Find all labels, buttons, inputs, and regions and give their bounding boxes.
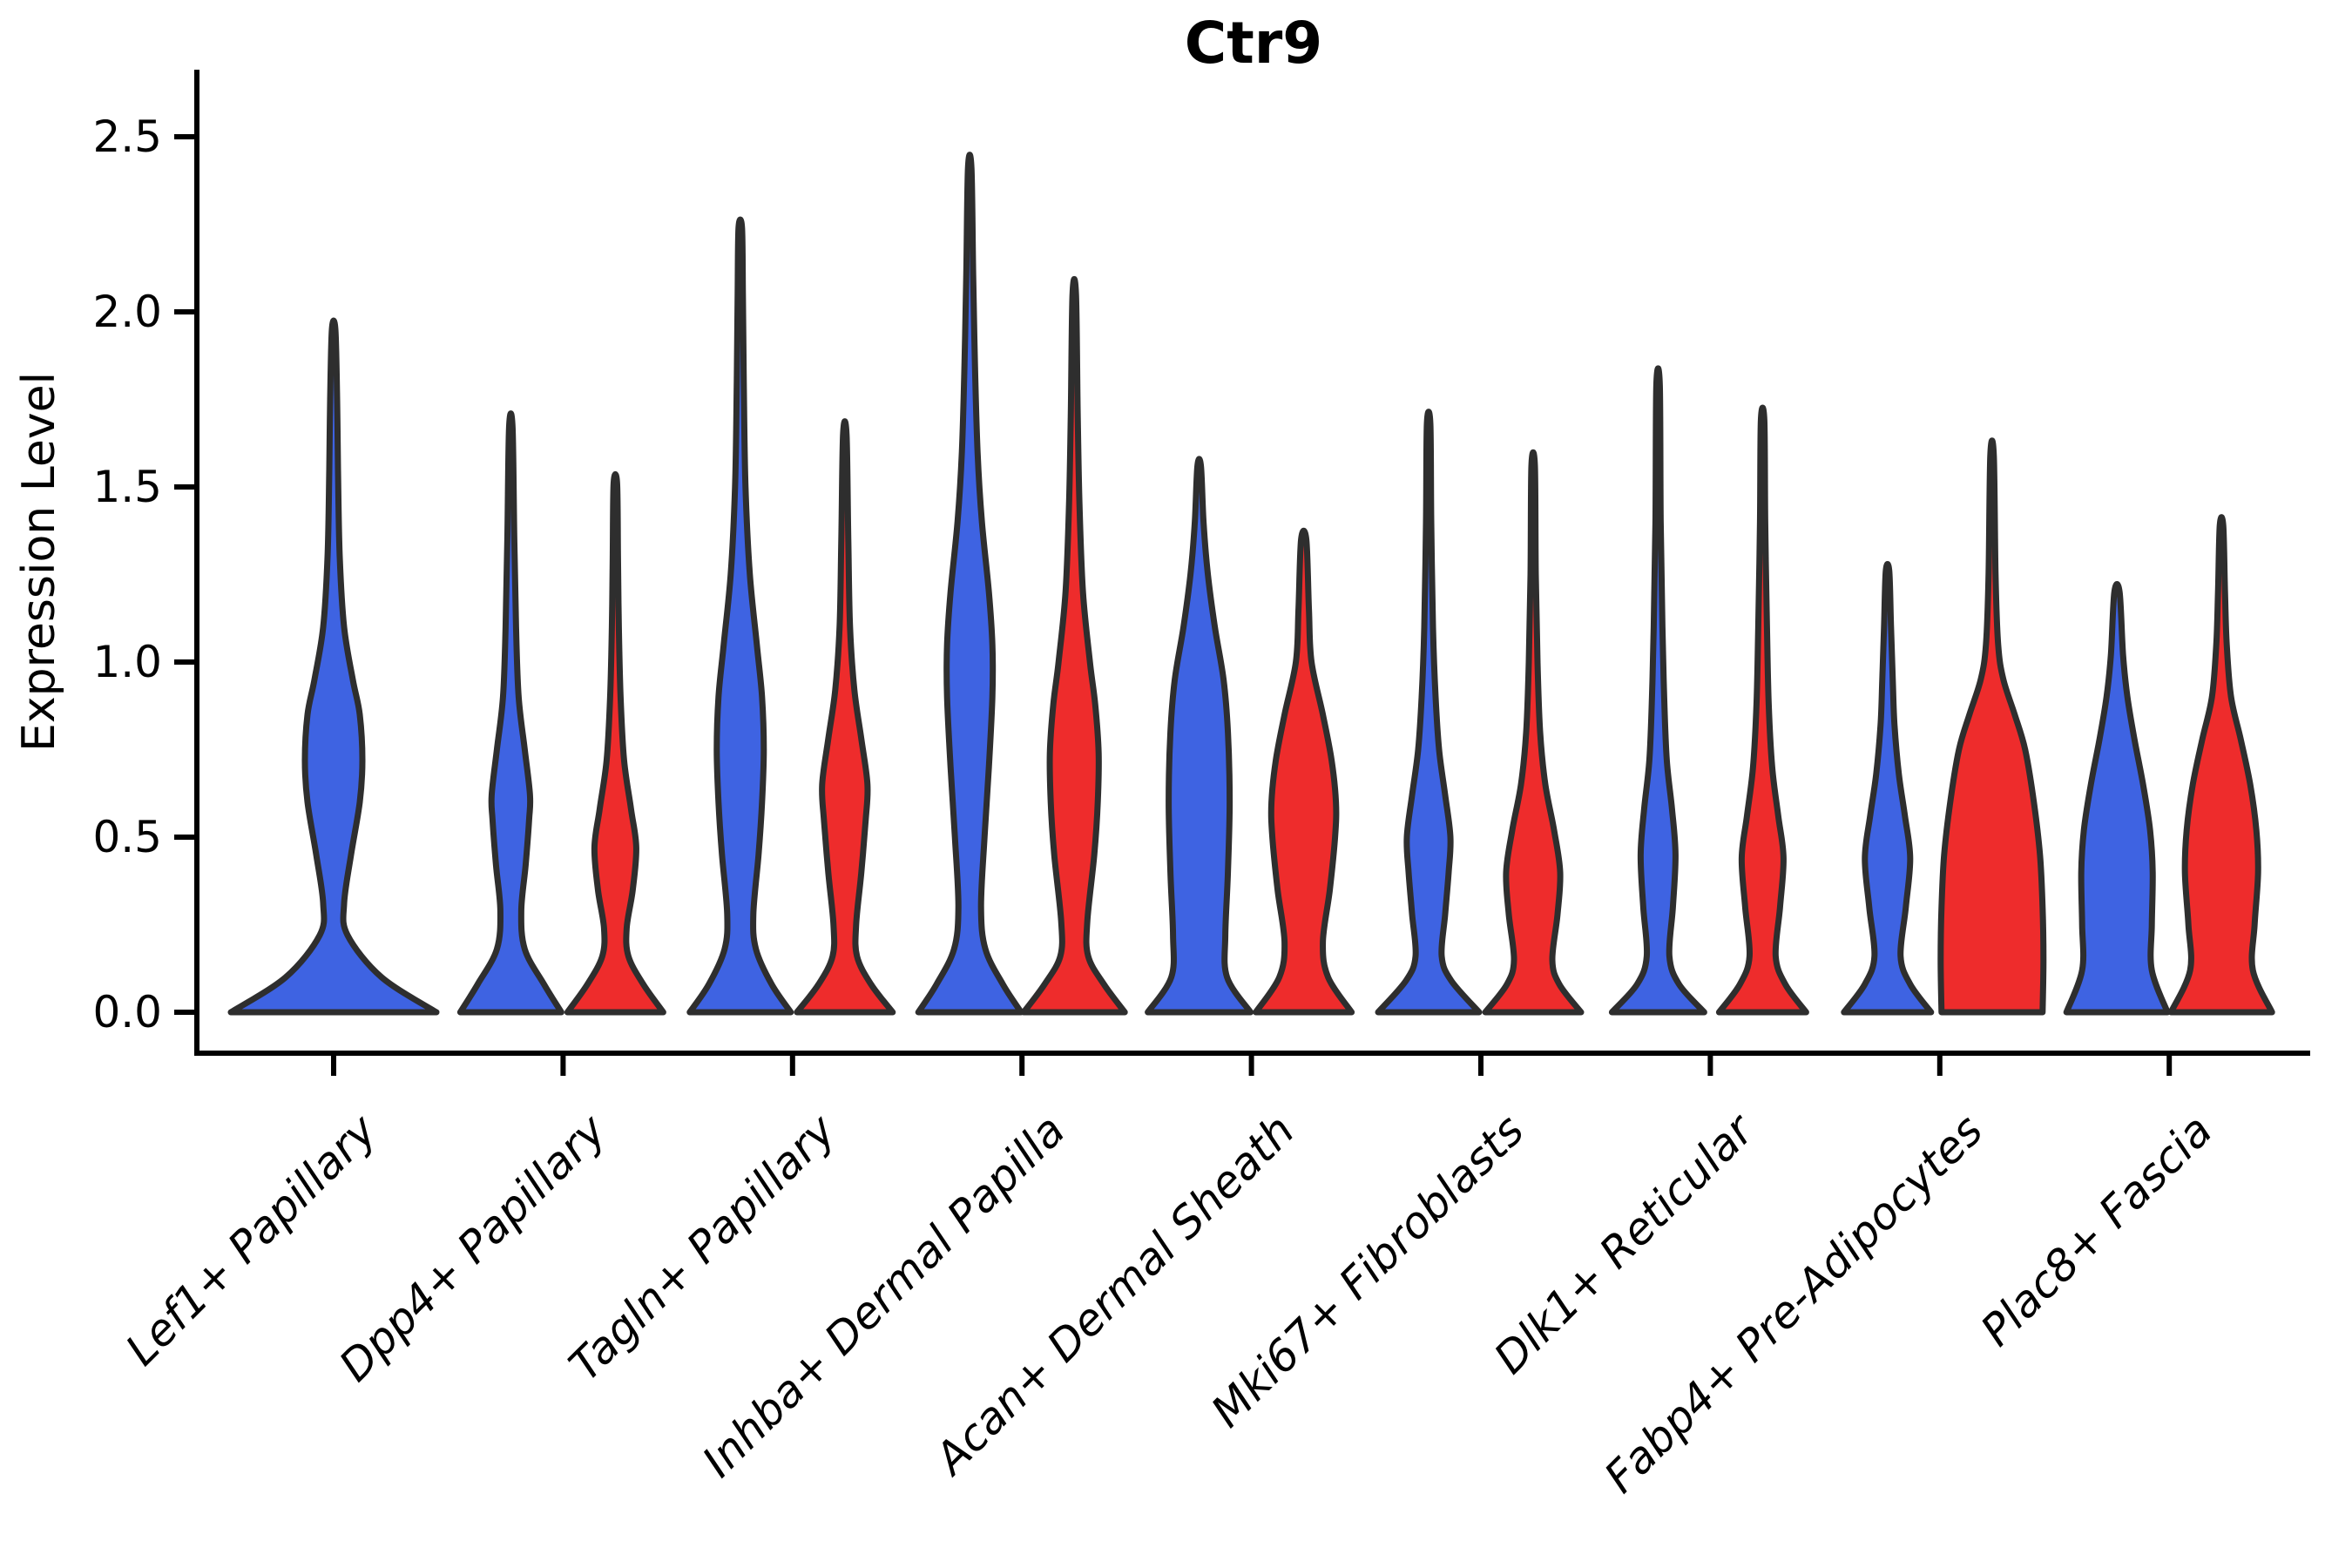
y-tick-label: 0.0: [92, 987, 162, 1037]
x-tick-label: Acan+ Dermal Sheath: [923, 1105, 1304, 1485]
y-axis-label: Expression Level: [13, 372, 65, 752]
violin-14-red: [1937, 437, 2047, 1016]
violin-4-red: [794, 418, 896, 1016]
violin-6-red: [1020, 275, 1128, 1016]
violin-13-blue: [1841, 560, 1935, 1016]
violin-11-blue: [1608, 365, 1707, 1016]
violin-15-blue: [2063, 581, 2171, 1016]
x-tick-label: Plac8+ Fascia: [1971, 1105, 2222, 1355]
violin-0-blue: [227, 317, 440, 1016]
chart-title: Ctr9: [1185, 10, 1322, 77]
x-tick-label: Fabp4+ Pre-Adipocytes: [1595, 1105, 1993, 1503]
violin-5-blue: [915, 152, 1024, 1016]
violin-7-blue: [1145, 456, 1254, 1016]
violin-10-red: [1482, 449, 1585, 1016]
y-tick-label: 2.0: [92, 287, 162, 337]
y-tick-label: 2.5: [92, 112, 162, 162]
y-tick-label: 1.0: [92, 637, 162, 687]
y-tick-label: 0.5: [92, 812, 162, 862]
x-tick-label: Inhba+ Dermal Papilla: [693, 1105, 1074, 1486]
violin-9-blue: [1375, 409, 1483, 1016]
violin-8-red: [1253, 527, 1355, 1016]
violin-12-red: [1715, 404, 1809, 1016]
x-tick-label: Lef1+ Papillary: [116, 1104, 387, 1375]
y-tick-label: 1.5: [92, 462, 162, 512]
violin-1-blue: [456, 410, 564, 1016]
violin-16-red: [2167, 514, 2275, 1016]
violin-3-blue: [686, 216, 794, 1016]
violin-2-red: [564, 470, 666, 1016]
